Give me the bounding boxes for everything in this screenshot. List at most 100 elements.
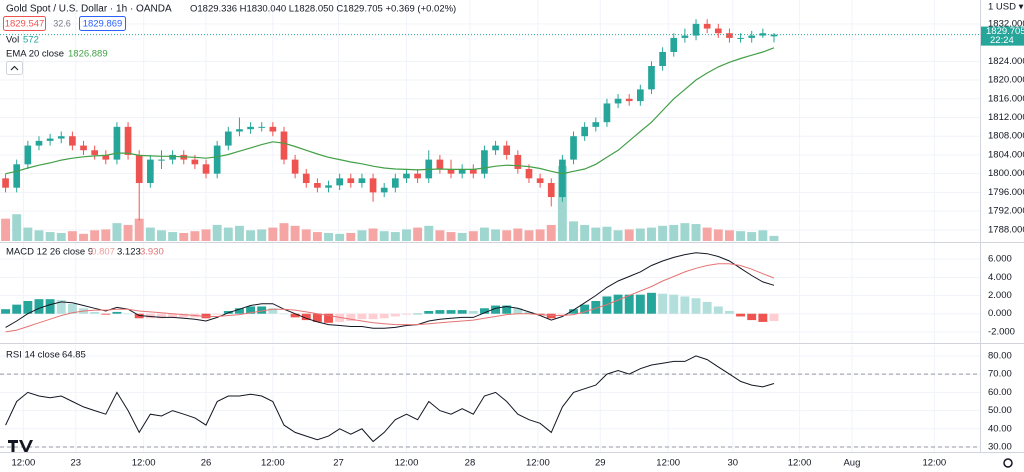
volume-bar [212, 224, 222, 241]
macd-histogram-bar [758, 313, 768, 322]
y-tick-label: 2.000 [988, 290, 1012, 301]
volume-bar [23, 227, 33, 241]
candle-body [336, 178, 343, 186]
candle-body [113, 126, 121, 160]
volume-bar [268, 227, 278, 241]
candle-body [748, 35, 756, 38]
x-tick-label: 30 [727, 458, 738, 469]
y-tick-label: 1812.000 [988, 112, 1024, 123]
volume-bar [45, 232, 55, 241]
volume-bar [613, 230, 623, 241]
candle-body [380, 187, 388, 193]
y-tick-label: 80.00 [988, 350, 1012, 361]
volume-bar [669, 224, 679, 241]
macd-histogram-bar [101, 313, 111, 315]
macd-histogram-bar [1, 309, 11, 314]
macd-histogram-bar [513, 308, 523, 314]
x-tick-label: 28 [465, 458, 476, 469]
candle-body [637, 89, 644, 102]
volume-bar [134, 218, 144, 241]
macd-histogram-bar [279, 313, 289, 315]
macd-histogram-bar [390, 313, 400, 317]
bar-countdown: 22:24 [990, 35, 1014, 46]
ema-legend: EMA 20 close [6, 49, 64, 60]
volume-bar [557, 166, 567, 241]
volume-bar [747, 232, 757, 241]
volume-bar [190, 231, 200, 241]
candle-body [414, 173, 421, 179]
candle-body [492, 145, 499, 151]
currency-unit[interactable]: 1 USD ▾ [988, 2, 1024, 13]
y-tick-label: 1788.000 [988, 224, 1024, 235]
signal-line [5, 263, 775, 333]
sell-box[interactable] [3, 16, 46, 31]
candle-body [403, 173, 410, 179]
macd-histogram-bar [179, 313, 189, 318]
collapse-button[interactable] [6, 61, 23, 75]
macd-histogram-bar [713, 306, 723, 314]
macd-histogram-bar [557, 313, 567, 315]
volume-bar [602, 226, 612, 241]
collapse-icon[interactable] [10, 65, 19, 71]
volume-bar [680, 223, 690, 241]
volume-bar [736, 231, 746, 241]
candle-body [191, 159, 199, 165]
volume-bar [635, 228, 645, 241]
volume-bar [569, 221, 578, 241]
candle-body [302, 173, 310, 184]
volume-bar [223, 227, 233, 241]
y-tick-label: 50.00 [988, 405, 1012, 416]
buy-price[interactable]: 1829.869 [83, 19, 123, 30]
candle-body [525, 168, 533, 179]
volume-bar [446, 232, 456, 241]
y-tick-label: 1816.000 [988, 93, 1024, 104]
y-tick-label: 6.000 [988, 254, 1012, 265]
macd-histogram-bar [157, 313, 166, 319]
settings-icon[interactable] [1003, 458, 1013, 468]
candle-body [325, 185, 332, 188]
candle-body [347, 178, 355, 184]
volume-bar [168, 232, 178, 241]
volume-bar [713, 229, 723, 241]
x-tick-label: 12:00 [922, 458, 946, 469]
volume-bar [34, 230, 44, 241]
macd-histogram-bar [502, 305, 512, 314]
macd-histogram-bar [357, 313, 367, 320]
candle-body [369, 178, 377, 193]
candle-body [224, 131, 232, 146]
sell-price[interactable]: 1829.547 [5, 19, 45, 30]
macd-histogram-bar [301, 313, 311, 321]
buy-box[interactable] [79, 16, 126, 31]
candle-body [213, 145, 221, 174]
candle-body [91, 150, 98, 155]
volume-bar [324, 232, 333, 241]
volume-bar [491, 229, 501, 241]
candle-body [46, 138, 54, 141]
y-tick-label: 1824.000 [988, 56, 1024, 67]
x-tick-label: 12:00 [11, 458, 35, 469]
macd-histogram-bar [491, 305, 501, 314]
volume-bar [702, 227, 712, 241]
volume-bar [12, 214, 22, 241]
macd-histogram-bar [312, 313, 322, 322]
volume-bar [246, 230, 256, 241]
macd-histogram-bar [580, 304, 590, 314]
macd-histogram-bar [769, 313, 779, 322]
candle-body [570, 136, 577, 160]
candle-body [547, 183, 555, 198]
macd-histogram-bar [234, 308, 244, 314]
tv-logo[interactable] [8, 440, 33, 452]
vol-value: 572 [23, 35, 39, 46]
volume-bar [769, 235, 779, 241]
grid [0, 0, 980, 452]
volume-bar [524, 230, 534, 241]
volume-bar [758, 230, 768, 241]
macd-histogram-bar [324, 313, 333, 323]
macd-histogram-bar [90, 311, 100, 314]
volume-bar [335, 233, 345, 241]
ohlc: O1829.336 H1830.040 L1828.050 C1829.705 … [190, 4, 456, 15]
ema-line [5, 47, 775, 175]
volume-bar [1, 218, 11, 241]
candle-body [770, 34, 778, 37]
volume-bar [457, 232, 467, 241]
